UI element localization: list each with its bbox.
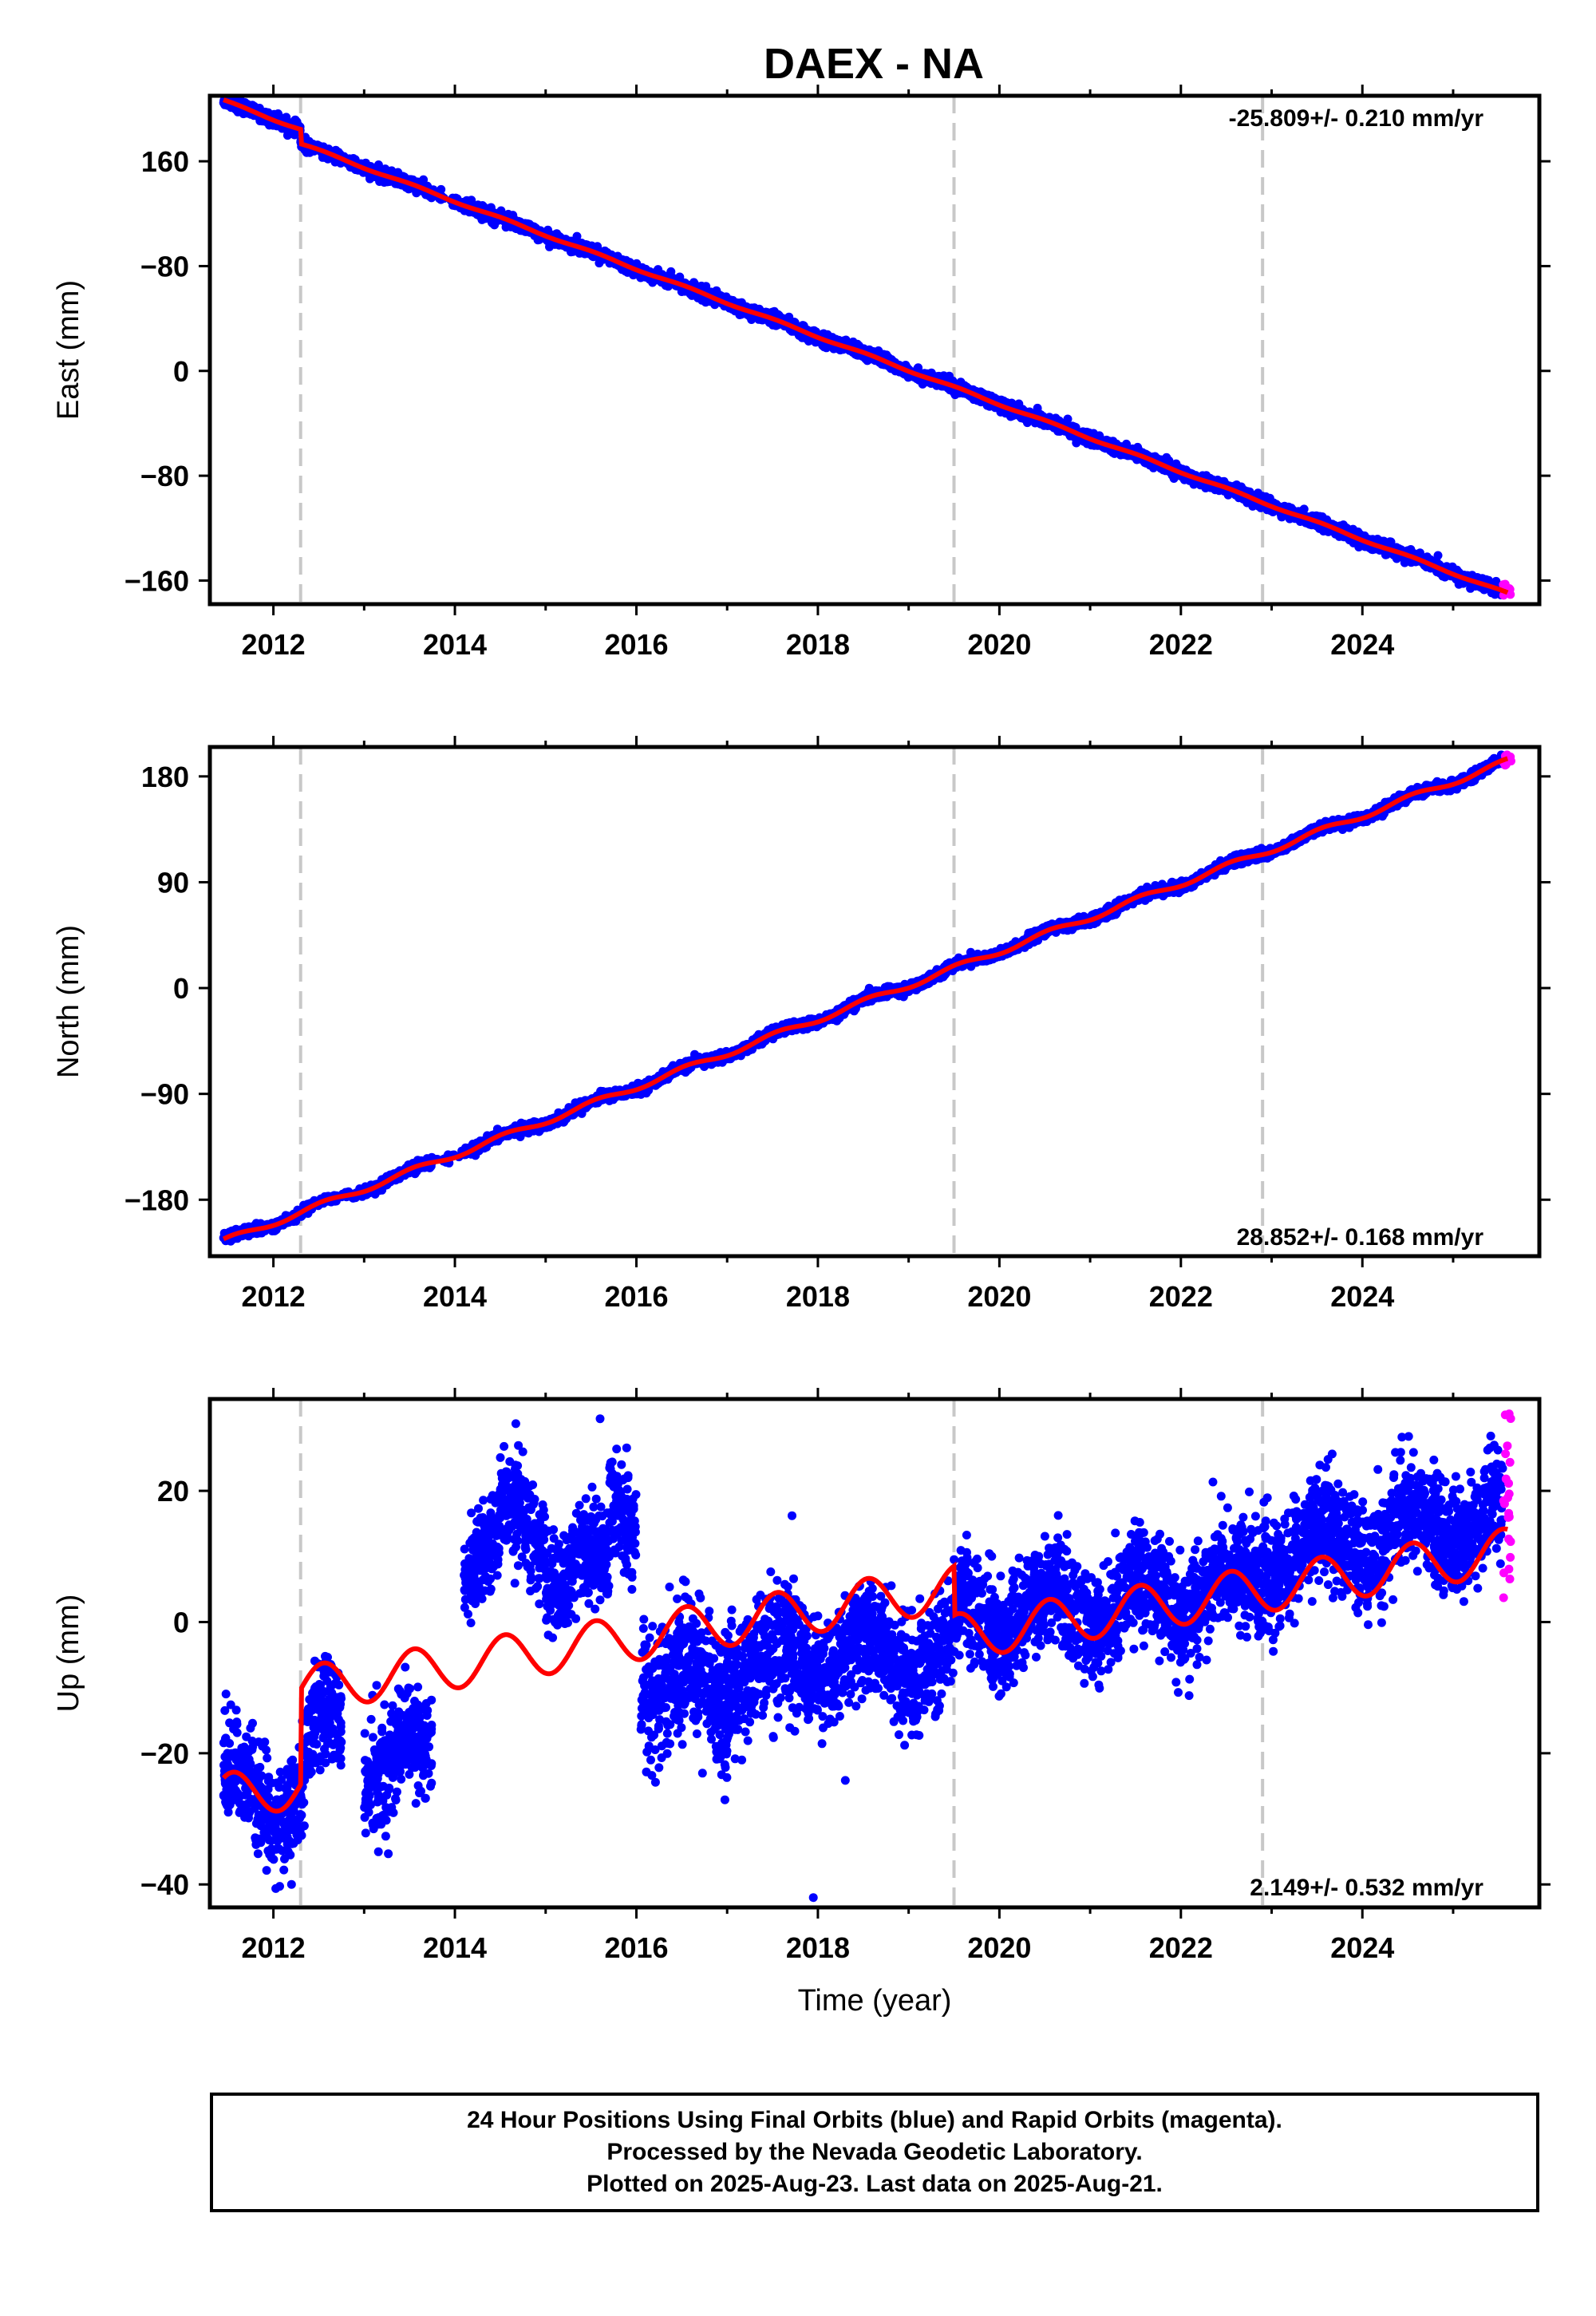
y-tick-label: 0 [173, 355, 189, 388]
x-tick-label: 2018 [786, 628, 850, 661]
y-tick-label: 160 [141, 145, 189, 178]
chart-title: DAEX - NA [764, 40, 984, 88]
x-tick-label: 2024 [1330, 628, 1394, 661]
plot-area [219, 747, 1515, 1256]
x-tick-label: 2014 [423, 628, 487, 661]
y-tick-label: −80 [140, 250, 189, 283]
x-tick-label: 2020 [967, 628, 1031, 661]
data-point-final [437, 184, 446, 194]
y-axis-title: East (mm) [52, 280, 85, 420]
x-tick-label: 2022 [1149, 628, 1213, 661]
plot-area [219, 96, 1515, 604]
data-point-final [1433, 551, 1443, 560]
data-point-final [419, 175, 429, 184]
panel-north: 2012 2014 2016 2018 2020 2022 2024−180−9009018… [52, 736, 1551, 1313]
panel-east: 2012 2014 2016 2018 2020 2022 2024 −160 −80 0 −80 1… [52, 85, 1551, 661]
y-tick-label: −80 [140, 460, 189, 492]
series-final-orbits [219, 96, 1507, 599]
rate-annotation: -25.809+/- 0.210 mm/yr [1229, 105, 1484, 132]
y-tick-label: −160 [124, 564, 189, 597]
x-tick-label: 2012 [242, 628, 306, 661]
x-tick-label: 2016 [604, 628, 668, 661]
data-point-final [572, 231, 582, 241]
